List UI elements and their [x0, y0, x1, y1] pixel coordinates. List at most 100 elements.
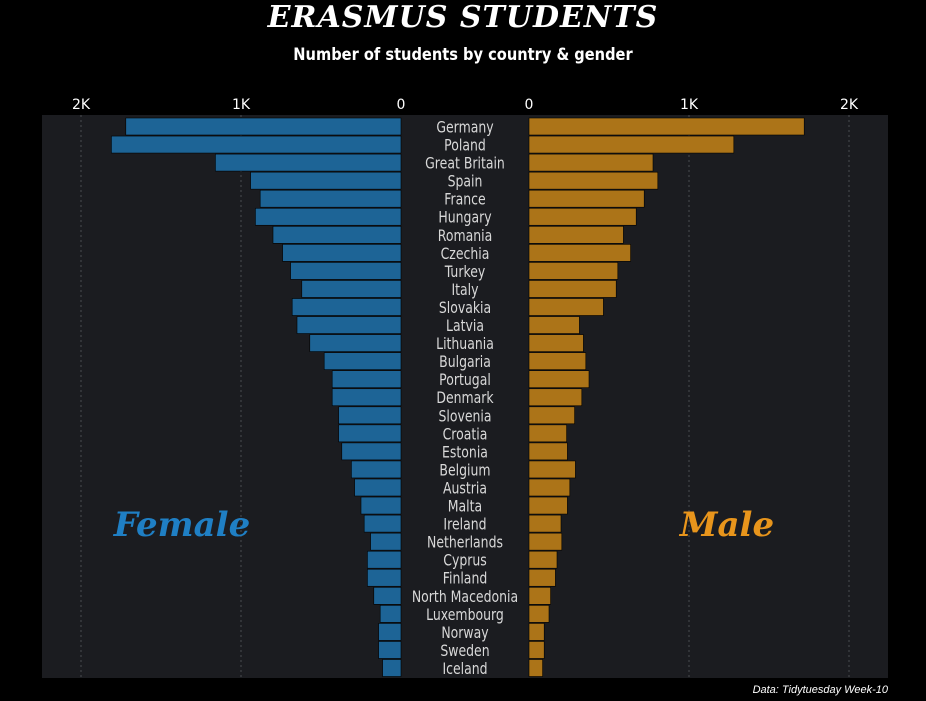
- country-label: Netherlands: [427, 534, 503, 552]
- male-annotation: Male: [679, 505, 774, 545]
- country-label: Denmark: [436, 390, 494, 408]
- country-label: Croatia: [443, 426, 488, 444]
- female-bar: [338, 424, 402, 443]
- female-annotation: Female: [113, 505, 250, 545]
- male-bar: [528, 117, 805, 136]
- x-tick-label-left: 0: [397, 97, 406, 113]
- male-bar: [528, 262, 619, 280]
- country-label: Cyprus: [443, 552, 487, 570]
- country-label: Slovakia: [439, 300, 491, 318]
- female-bar: [370, 532, 402, 551]
- plot-panel: [42, 115, 888, 678]
- male-bar: [528, 370, 590, 389]
- female-bar: [367, 550, 402, 569]
- country-label: Norway: [441, 625, 489, 643]
- male-bar: [528, 388, 583, 407]
- country-label: Sweden: [440, 643, 489, 661]
- country-label: Czechia: [441, 245, 490, 263]
- country-label: Slovenia: [438, 408, 491, 426]
- x-tick-label-right: 1K: [680, 97, 699, 113]
- female-bar: [373, 586, 402, 605]
- country-label: Malta: [448, 498, 482, 516]
- male-bar: [528, 244, 631, 262]
- female-bar: [125, 117, 402, 136]
- male-bar: [528, 189, 645, 208]
- female-bar: [360, 496, 402, 515]
- female-bar: [367, 568, 402, 587]
- country-label: Latvia: [446, 318, 484, 336]
- male-bar: [528, 496, 568, 515]
- female-bar: [378, 623, 402, 641]
- country-label: Finland: [443, 570, 488, 588]
- male-bar: [528, 171, 659, 190]
- female-bar: [338, 406, 402, 425]
- female-bar: [272, 226, 402, 244]
- male-bar: [528, 406, 575, 425]
- female-bar: [331, 370, 402, 389]
- male-bar: [528, 280, 617, 298]
- female-bar: [331, 388, 402, 407]
- male-bar: [528, 568, 556, 587]
- female-bar: [259, 189, 402, 208]
- male-bar: [528, 478, 571, 497]
- x-tick-label-left: 2K: [72, 97, 91, 113]
- male-bar: [528, 550, 558, 569]
- x-tick-label-right: 2K: [840, 97, 859, 113]
- country-label: France: [444, 191, 486, 209]
- male-bar: [528, 207, 637, 226]
- country-label: Romania: [438, 227, 493, 245]
- female-bar: [379, 605, 402, 623]
- data-caption: Data: Tidytuesday Week-10: [752, 684, 888, 696]
- male-bar: [528, 623, 545, 641]
- female-bar: [290, 262, 402, 280]
- male-bar: [528, 605, 550, 623]
- male-bar: [528, 532, 563, 551]
- female-bar: [250, 171, 402, 190]
- male-bar: [528, 424, 567, 443]
- country-label: Belgium: [439, 462, 490, 480]
- country-label: Bulgaria: [439, 354, 491, 372]
- country-label: Estonia: [442, 444, 488, 462]
- male-bar: [528, 334, 584, 352]
- female-bar: [301, 280, 402, 298]
- female-bar: [378, 641, 402, 659]
- female-bar: [382, 659, 402, 677]
- female-bar: [363, 514, 402, 533]
- country-label: Germany: [436, 119, 494, 137]
- male-bar: [528, 659, 543, 677]
- country-label: Spain: [448, 173, 483, 191]
- male-bar: [528, 442, 568, 461]
- x-tick-label-left: 1K: [232, 97, 251, 113]
- male-bar: [528, 460, 576, 479]
- country-label: Poland: [444, 137, 486, 155]
- male-bar: [528, 514, 562, 533]
- male-bar: [528, 135, 735, 154]
- female-bar: [309, 334, 402, 352]
- chart-title: ERASMUS STUDENTS: [267, 0, 659, 35]
- chart-subtitle: Number of students by country & gender: [293, 45, 633, 65]
- male-bar: [528, 153, 654, 172]
- male-bar: [528, 226, 624, 244]
- female-bar: [255, 207, 402, 226]
- male-bar: [528, 586, 551, 605]
- female-bar: [111, 135, 402, 154]
- country-label: Hungary: [438, 209, 492, 227]
- country-label: Great Britain: [425, 155, 505, 173]
- female-bar: [291, 298, 402, 316]
- x-tick-label-right: 0: [525, 97, 534, 113]
- female-bar: [282, 244, 402, 262]
- male-bar: [528, 641, 545, 659]
- female-bar: [215, 153, 402, 172]
- female-bar: [354, 478, 402, 497]
- male-bar: [528, 316, 580, 334]
- country-label: Iceland: [442, 661, 487, 679]
- female-bar: [323, 352, 402, 370]
- female-bar: [296, 316, 402, 334]
- male-bar: [528, 298, 604, 316]
- country-label: Ireland: [443, 516, 486, 534]
- country-label: Portugal: [439, 372, 491, 390]
- female-bar: [351, 460, 402, 479]
- country-label: Italy: [451, 282, 478, 300]
- country-label: Lithuania: [436, 336, 494, 354]
